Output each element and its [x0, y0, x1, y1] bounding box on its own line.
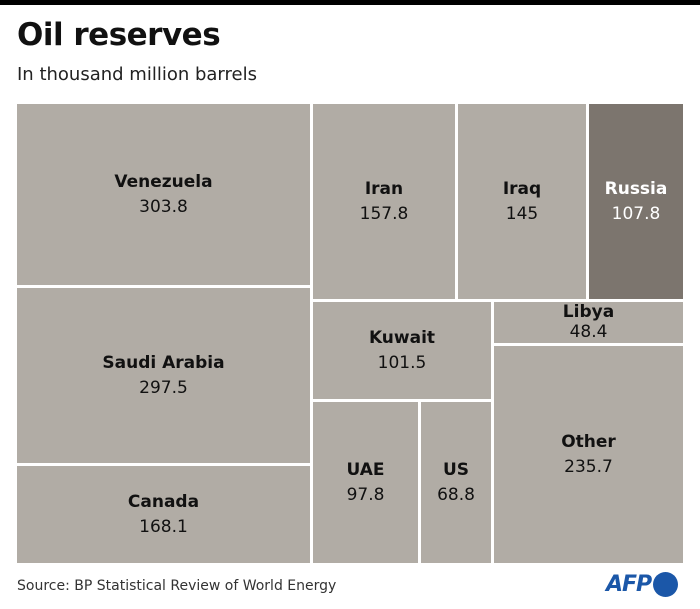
tile-libya: Libya 48.4 [494, 302, 683, 343]
tile-iraq: Iraq 145 [458, 104, 586, 299]
tile-label: US [442, 459, 470, 480]
afp-logo-dot-icon [653, 572, 679, 597]
tile-label: Other [561, 431, 616, 452]
tile-label: Venezuela [114, 171, 213, 192]
tile-label: Russia [604, 178, 668, 199]
chart-title: Oil reserves [17, 17, 221, 53]
tile-kuwait: Kuwait 101.5 [313, 302, 491, 399]
tile-value: 101.5 [377, 352, 427, 373]
tile-russia: Russia 107.8 [589, 104, 683, 299]
tile-us: US 68.8 [421, 402, 491, 563]
tile-label: Iran [364, 178, 404, 199]
tile-value: 107.8 [611, 203, 661, 224]
tile-saudi-arabia: Saudi Arabia 297.5 [17, 288, 310, 463]
afp-logo: AFP [606, 572, 679, 597]
tile-value: 297.5 [139, 377, 188, 398]
tile-value: 235.7 [564, 456, 613, 477]
tile-label: Canada [127, 491, 200, 512]
top-bar [0, 0, 700, 5]
tile-label: Iraq [502, 178, 542, 199]
tile-value: 303.8 [139, 196, 188, 217]
source-note: Source: BP Statistical Review of World E… [17, 578, 337, 594]
tile-venezuela: Venezuela 303.8 [17, 104, 310, 285]
tile-label: Kuwait [368, 327, 436, 348]
tile-uae: UAE 97.8 [313, 402, 418, 563]
tile-value: 68.8 [437, 484, 475, 505]
afp-logo-text: AFP [606, 572, 652, 597]
tile-label: Saudi Arabia [102, 352, 225, 373]
tile-value: 48.4 [569, 322, 608, 342]
tile-value: 168.1 [139, 516, 188, 537]
tile-value: 97.8 [346, 484, 385, 505]
tile-value: 145 [505, 203, 539, 224]
tile-iran: Iran 157.8 [313, 104, 455, 299]
tile-other: Other 235.7 [494, 346, 683, 563]
tile-label: UAE [346, 459, 385, 480]
chart-subtitle: In thousand million barrels [17, 64, 257, 85]
tile-canada: Canada 168.1 [17, 466, 310, 563]
tile-value: 157.8 [359, 203, 409, 224]
tile-label: Libya [562, 302, 615, 322]
